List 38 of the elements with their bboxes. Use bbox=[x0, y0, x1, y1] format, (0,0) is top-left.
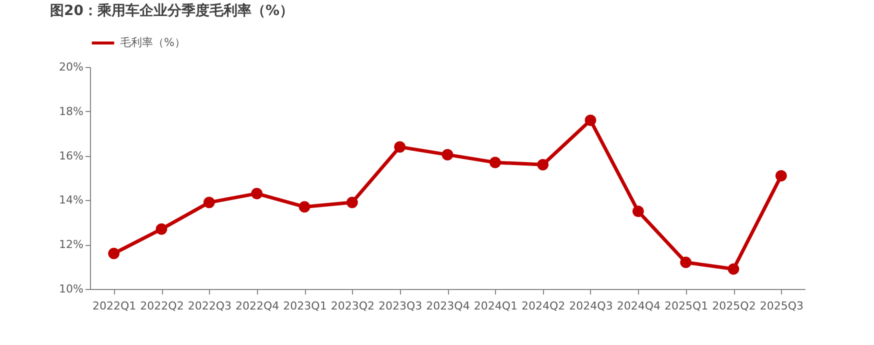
x-tick-label: 2024Q3 bbox=[569, 300, 613, 312]
x-tick-label: 2025Q3 bbox=[760, 300, 804, 312]
point bbox=[584, 114, 596, 126]
point bbox=[203, 196, 215, 208]
x-tick-label: 2023Q3 bbox=[378, 300, 422, 312]
x-tick-label: 2025Q1 bbox=[664, 300, 708, 312]
x-tick-label: 2024Q1 bbox=[474, 300, 518, 312]
x-tick-label: 2023Q4 bbox=[426, 300, 470, 312]
x-tick-label: 2023Q1 bbox=[283, 300, 327, 312]
point bbox=[632, 206, 644, 217]
point bbox=[251, 188, 263, 200]
x-tick-label: 2022Q1 bbox=[92, 300, 136, 312]
point bbox=[680, 256, 692, 268]
y-tick-label: 10% bbox=[59, 282, 84, 296]
x-tick-label: 2022Q3 bbox=[188, 300, 232, 312]
y-tick-label: 18% bbox=[59, 104, 84, 118]
legend-label: 毛利率（%） bbox=[120, 36, 186, 49]
y-tick-label: 16% bbox=[59, 149, 84, 162]
point bbox=[346, 196, 358, 208]
x-tick-label: 2022Q4 bbox=[236, 300, 280, 312]
point bbox=[298, 201, 310, 213]
point bbox=[775, 170, 787, 182]
point bbox=[537, 158, 549, 170]
point bbox=[442, 149, 454, 160]
chart-title: 图20：乘用车企业分季度毛利率（%） bbox=[50, 2, 294, 19]
x-tick-label: 2025Q2 bbox=[712, 300, 756, 312]
x-tick-label: 2023Q2 bbox=[330, 300, 374, 312]
point bbox=[489, 156, 501, 168]
point bbox=[394, 141, 406, 153]
y-tick-label: 14% bbox=[59, 194, 84, 207]
y-tick-label: 20% bbox=[59, 60, 84, 74]
x-tick-label: 2024Q2 bbox=[522, 300, 566, 312]
x-tick-label: 2024Q4 bbox=[616, 300, 660, 312]
point bbox=[728, 263, 740, 275]
point bbox=[156, 223, 168, 235]
y-tick-label: 12% bbox=[59, 238, 84, 252]
x-tick-label: 2022Q2 bbox=[140, 300, 184, 312]
point bbox=[108, 248, 120, 260]
